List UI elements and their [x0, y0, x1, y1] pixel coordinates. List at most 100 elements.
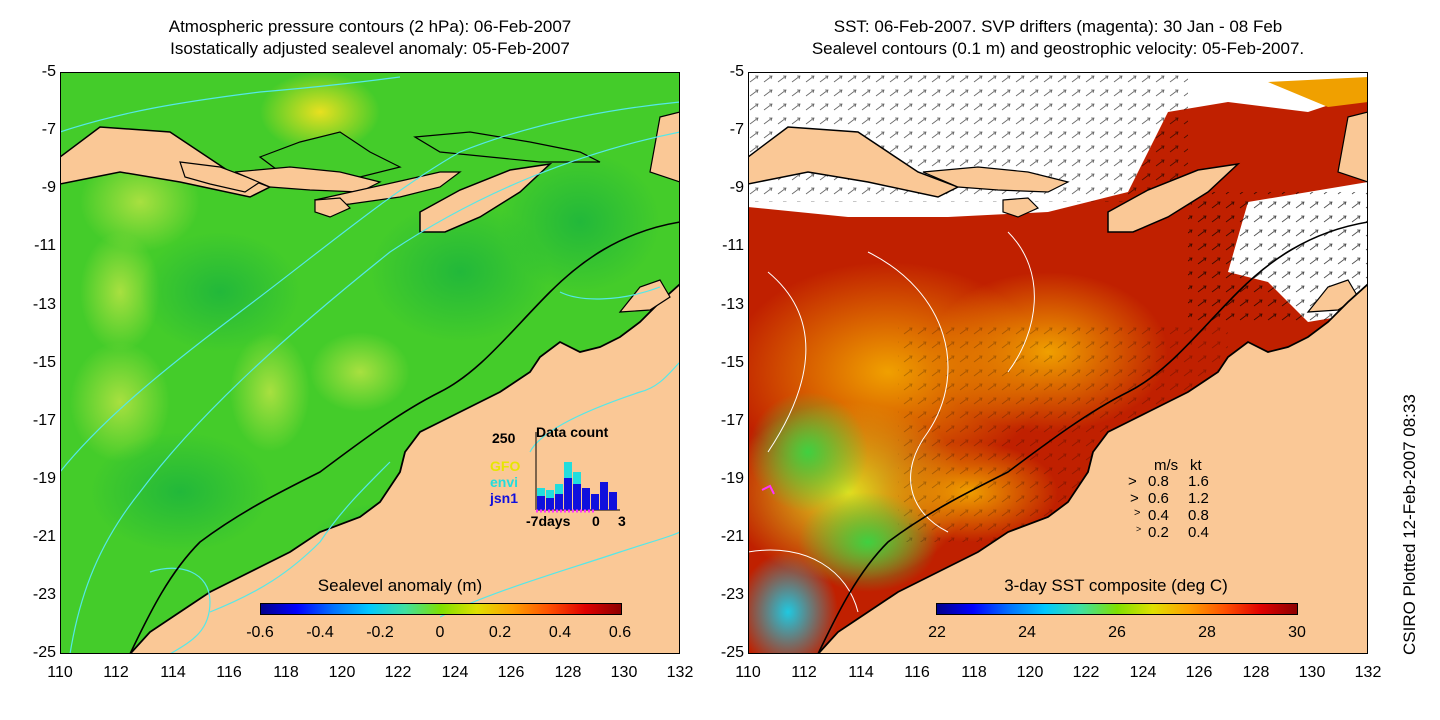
inset-source-envi: envi — [490, 474, 519, 490]
right-title-line1: SST: 06-Feb-2007. SVP drifters (magenta)… — [833, 17, 1283, 36]
legend-ms: 0.4 — [1148, 507, 1169, 524]
lat-tick: -25 — [720, 644, 744, 661]
right-title-line2: Sealevel contours (0.1 m) and geostrophi… — [811, 39, 1305, 58]
left-title-line1: Atmospheric pressure contours (2 hPa): 0… — [168, 17, 572, 36]
lon-tick: 112 — [103, 664, 129, 681]
island-flores — [234, 166, 382, 193]
lon-tick: 114 — [160, 664, 186, 681]
sealevel-colorbar-label: Sealevel anomaly (m) — [317, 576, 483, 595]
lat-tick: -7 — [729, 121, 744, 138]
lon-tick: 116 — [216, 664, 242, 681]
sst-cbar-tick: 26 — [1108, 624, 1126, 641]
lon-tick: 128 — [1242, 664, 1270, 681]
lon-tick: 126 — [1185, 664, 1213, 681]
inset-count-max: 250 — [492, 430, 516, 446]
lat-tick: -9 — [41, 179, 56, 196]
sst-cbar-tick: 30 — [1288, 624, 1306, 641]
sealevel-cbar-tick: 0 — [435, 624, 445, 641]
sst-cbar-tick: 28 — [1198, 624, 1216, 641]
lat-tick: -25 — [32, 644, 56, 661]
legend-header-ms: m/s — [1154, 457, 1179, 474]
island-sumba — [314, 197, 352, 218]
legend-header-kt: kt — [1190, 457, 1202, 474]
left-map-title: Atmospheric pressure contours (2 hPa): 0… — [60, 16, 680, 60]
sealevel-cbar-tick: 0.2 — [488, 624, 512, 641]
pressure-contour — [60, 76, 401, 133]
sealevel-cbar-tick: -0.6 — [246, 624, 274, 641]
lat-tick: -7 — [41, 121, 56, 138]
legend-arrow-icon: > — [1128, 473, 1137, 490]
right-map-title: SST: 06-Feb-2007. SVP drifters (magenta)… — [748, 16, 1368, 60]
plot-credit: CSIRO Plotted 12-Feb-2007 08:33 — [1400, 394, 1419, 655]
lon-tick: 110 — [735, 664, 761, 681]
lat-tick: -5 — [41, 63, 56, 80]
lon-tick: 126 — [497, 664, 525, 681]
drifter-track — [761, 484, 775, 495]
lat-tick: -5 — [729, 63, 744, 80]
sealevel-map-graphic — [60, 72, 680, 654]
lon-tick: 120 — [328, 664, 356, 681]
inset-axis-start: -7days — [526, 513, 571, 529]
inset-axis-end: 3 — [618, 513, 626, 529]
lat-tick: -17 — [720, 412, 744, 429]
legend-kt: 1.6 — [1188, 473, 1209, 490]
pressure-contour — [69, 131, 680, 654]
legend-arrow-icon: > — [1130, 490, 1139, 507]
lon-tick: 122 — [384, 664, 412, 681]
lon-tick: 130 — [1298, 664, 1326, 681]
lat-tick: -11 — [34, 237, 56, 254]
lat-tick: -23 — [32, 586, 56, 603]
lon-tick: 118 — [273, 664, 299, 681]
legend-kt: 1.2 — [1188, 490, 1209, 507]
lon-tick: 118 — [961, 664, 987, 681]
inset-title: Data count — [536, 424, 609, 440]
australia-mainland — [128, 282, 680, 654]
histogram-bars — [537, 462, 617, 510]
lon-tick: 124 — [1129, 664, 1157, 681]
lon-tick: 128 — [554, 664, 582, 681]
lon-tick: 132 — [1354, 664, 1382, 681]
sealevel-cbar-tick: 0.4 — [548, 624, 572, 641]
lat-tick: -19 — [720, 470, 744, 487]
lon-tick: 116 — [904, 664, 930, 681]
legend-arrow-icon: > — [1136, 524, 1142, 534]
sst-map-graphic — [748, 72, 1368, 654]
sst-map: m/s kt > 0.8 1.6 > 0.6 1.2 > 0.4 0.8 > 0… — [748, 72, 1368, 654]
lat-tick: -15 — [720, 354, 744, 371]
lon-tick: 120 — [1016, 664, 1044, 681]
pressure-contour — [60, 101, 680, 473]
inset-source-gfo: GFO — [490, 458, 521, 474]
shelf-contour — [129, 221, 680, 654]
inset-axis-zero: 0 — [592, 513, 600, 529]
lat-tick: -15 — [32, 354, 56, 371]
sealevel-colorbar — [260, 603, 622, 615]
legend-kt: 0.4 — [1188, 524, 1209, 541]
data-count-histogram — [535, 432, 620, 513]
lat-tick: -9 — [729, 179, 744, 196]
sst-cbar-tick: 22 — [928, 624, 946, 641]
sealevel-anomaly-map: 250 Data count GFO envi jsn1 -7days 0 3 — [60, 72, 680, 654]
sealevel-cbar-tick: -0.2 — [366, 624, 394, 641]
lon-tick: 122 — [1072, 664, 1100, 681]
lat-tick: -13 — [32, 296, 56, 313]
legend-ms: 0.2 — [1148, 524, 1169, 541]
sealevel-cbar-tick: -0.4 — [306, 624, 334, 641]
lat-tick: -11 — [722, 237, 744, 254]
sst-colorbar-label: 3-day SST composite (deg C) — [1004, 576, 1228, 595]
lat-tick: -17 — [32, 412, 56, 429]
lat-tick: -13 — [720, 296, 744, 313]
left-title-line2: Isostatically adjusted sealevel anomaly:… — [170, 39, 570, 58]
lat-tick: -23 — [720, 586, 744, 603]
sst-cbar-tick: 24 — [1018, 624, 1036, 641]
sst-colorbar — [936, 603, 1298, 615]
lat-tick: -21 — [32, 528, 56, 545]
lon-tick: 114 — [848, 664, 874, 681]
inset-source-jsn1: jsn1 — [490, 490, 519, 506]
lon-tick: 112 — [791, 664, 817, 681]
lon-tick: 132 — [666, 664, 694, 681]
lon-tick: 110 — [47, 664, 73, 681]
legend-arrow-icon: > — [1134, 507, 1141, 519]
lat-tick: -19 — [32, 470, 56, 487]
lon-tick: 130 — [610, 664, 638, 681]
sealevel-cbar-tick: 0.6 — [608, 624, 632, 641]
